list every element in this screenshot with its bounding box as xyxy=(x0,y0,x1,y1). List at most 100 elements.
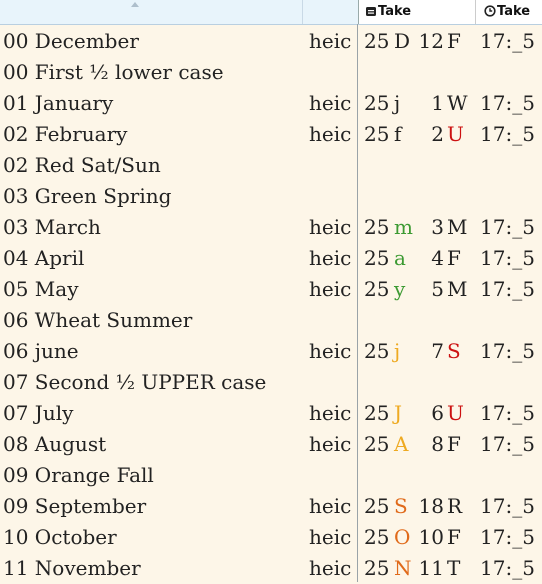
take-day: 18 xyxy=(418,494,444,518)
take-year: 25 xyxy=(364,122,390,146)
file-name: 02 Red Sat/Sun xyxy=(3,153,161,177)
take-time: 17:_5 xyxy=(480,277,535,301)
file-row[interactable]: 07 July heic 25 J 6 U 17:_5 xyxy=(0,398,542,429)
name-column-header[interactable] xyxy=(0,0,357,24)
take-month-code: j xyxy=(394,339,401,363)
take-year: 25 xyxy=(364,525,390,549)
file-row[interactable]: 11 November heic 25 N 11 T 17:_5 xyxy=(0,553,542,584)
file-extension: heic xyxy=(309,277,352,301)
file-name: 10 October xyxy=(3,525,117,549)
take-year: 25 xyxy=(364,246,390,270)
take-date-label: Take xyxy=(378,4,412,19)
take-time: 17:_5 xyxy=(480,339,535,363)
take-day: 3 xyxy=(431,215,444,239)
column-divider[interactable] xyxy=(357,24,358,582)
take-time-column-header[interactable]: Take xyxy=(475,0,542,24)
file-row[interactable]: 02 Red Sat/Sun xyxy=(0,150,542,181)
file-extension: heic xyxy=(309,401,352,425)
take-year: 25 xyxy=(364,432,390,456)
file-row[interactable]: 06 Wheat Summer xyxy=(0,305,542,336)
take-time: 17:_5 xyxy=(480,215,535,239)
sort-ascending-icon[interactable] xyxy=(131,2,139,7)
file-name: 00 December xyxy=(3,29,139,53)
file-row[interactable]: 07 Second ½ UPPER case xyxy=(0,367,542,398)
file-extension: heic xyxy=(309,246,352,270)
take-weekday-code: R xyxy=(447,494,463,518)
take-day: 6 xyxy=(431,401,444,425)
take-month-code: y xyxy=(394,277,406,301)
take-year: 25 xyxy=(364,339,390,363)
file-name: 03 Green Spring xyxy=(3,184,172,208)
take-month-code: A xyxy=(394,432,409,456)
file-extension: heic xyxy=(309,432,352,456)
take-month-code: a xyxy=(394,246,406,270)
file-row[interactable]: 10 October heic 25 O 10 F 17:_5 xyxy=(0,522,542,553)
file-name: 07 Second ½ UPPER case xyxy=(3,370,267,394)
file-row[interactable]: 05 May heic 25 y 5 M 17:_5 xyxy=(0,274,542,305)
file-name: 04 April xyxy=(3,246,85,270)
take-day: 11 xyxy=(418,556,444,580)
take-month-code: S xyxy=(394,494,408,518)
take-month-code: D xyxy=(394,29,411,53)
take-year: 25 xyxy=(364,556,390,580)
file-name: 02 February xyxy=(3,122,128,146)
file-row[interactable]: 01 January heic 25 j 1 W 17:_5 xyxy=(0,88,542,119)
file-extension: heic xyxy=(309,91,352,115)
take-weekday-code: T xyxy=(447,556,461,580)
take-time: 17:_5 xyxy=(480,401,535,425)
file-name: 07 July xyxy=(3,401,74,425)
file-row[interactable]: 02 February heic 25 f 2 U 17:_5 xyxy=(0,119,542,150)
column-divider[interactable] xyxy=(302,0,303,24)
take-year: 25 xyxy=(364,91,390,115)
take-time: 17:_5 xyxy=(480,432,535,456)
take-weekday-code: M xyxy=(447,277,468,301)
file-extension: heic xyxy=(309,339,352,363)
file-row[interactable]: 09 Orange Fall xyxy=(0,460,542,491)
take-weekday-code: F xyxy=(447,525,461,549)
file-list: 00 December heic 25 D 12 F 17:_5 00 First ½ low… xyxy=(0,26,542,584)
file-name: 05 May xyxy=(3,277,79,301)
file-row[interactable]: 08 August heic 25 A 8 F 17:_5 xyxy=(0,429,542,460)
file-row[interactable]: 00 December heic 25 D 12 F 17:_5 xyxy=(0,26,542,57)
take-time: 17:_5 xyxy=(480,29,535,53)
file-row[interactable]: 04 April heic 25 a 4 F 17:_5 xyxy=(0,243,542,274)
take-year: 25 xyxy=(364,401,390,425)
clock-icon xyxy=(484,5,496,17)
take-year: 25 xyxy=(364,215,390,239)
take-month-code: N xyxy=(394,556,412,580)
file-extension: heic xyxy=(309,29,352,53)
take-weekday-code: W xyxy=(447,91,468,115)
file-extension: heic xyxy=(309,122,352,146)
take-time-label: Take xyxy=(497,4,531,19)
file-name: 09 September xyxy=(3,494,147,518)
take-time: 17:_5 xyxy=(480,91,535,115)
file-name: 08 August xyxy=(3,432,107,456)
file-row[interactable]: 06 june heic 25 j 7 S 17:_5 xyxy=(0,336,542,367)
file-name: 11 November xyxy=(3,556,141,580)
file-row[interactable]: 03 Green Spring xyxy=(0,181,542,212)
take-time: 17:_5 xyxy=(480,556,535,580)
take-year: 25 xyxy=(364,277,390,301)
take-month-code: O xyxy=(394,525,411,549)
file-name: 00 First ½ lower case xyxy=(3,60,224,84)
column-header-bar: Take Take xyxy=(0,0,542,25)
take-date-column-header[interactable]: Take xyxy=(358,0,475,24)
take-month-code: J xyxy=(394,401,403,425)
file-name: 03 March xyxy=(3,215,101,239)
take-weekday-code: S xyxy=(447,339,461,363)
file-row[interactable]: 09 September heic 25 S 18 R 17:_5 xyxy=(0,491,542,522)
file-extension: heic xyxy=(309,556,352,580)
take-year: 25 xyxy=(364,29,390,53)
take-weekday-code: U xyxy=(447,122,464,146)
take-day: 2 xyxy=(431,122,444,146)
file-row[interactable]: 00 First ½ lower case xyxy=(0,57,542,88)
file-extension: heic xyxy=(309,215,352,239)
take-day: 12 xyxy=(418,29,444,53)
take-year: 25 xyxy=(364,494,390,518)
take-time: 17:_5 xyxy=(480,246,535,270)
take-day: 4 xyxy=(431,246,444,270)
take-weekday-code: F xyxy=(447,432,461,456)
take-weekday-code: F xyxy=(447,29,461,53)
file-row[interactable]: 03 March heic 25 m 3 M 17:_5 xyxy=(0,212,542,243)
take-time: 17:_5 xyxy=(480,525,535,549)
